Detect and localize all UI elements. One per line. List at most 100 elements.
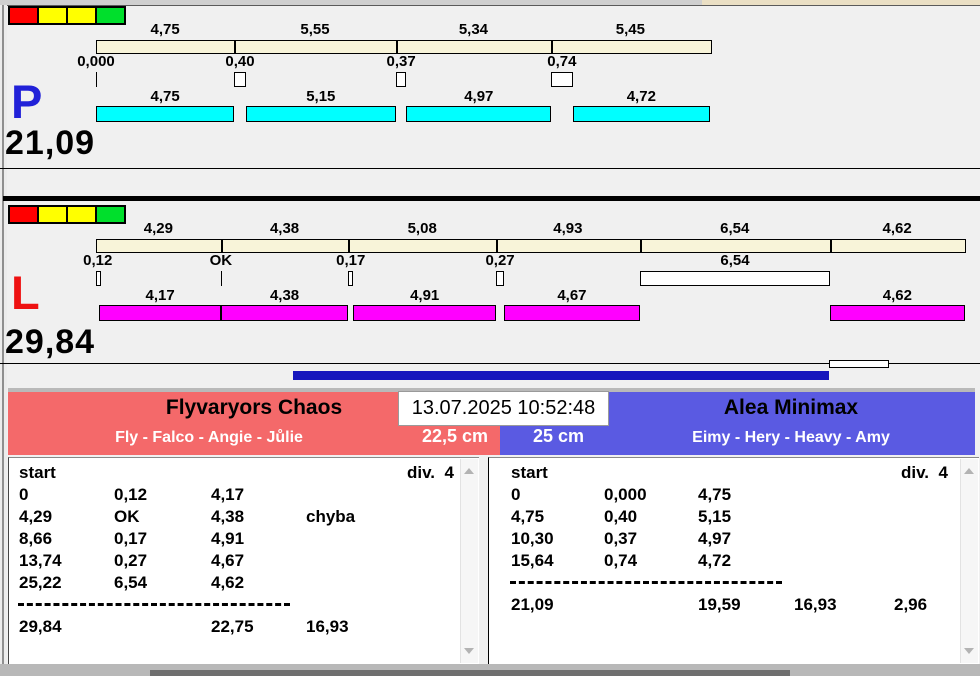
table-cell: 0,12	[114, 485, 148, 504]
total-cell: 2,96	[894, 595, 928, 614]
total-cell: 16,93	[794, 595, 837, 614]
table-row: 4,29 OK 4,38 chyba	[9, 506, 479, 528]
team-dogs-list: Eimy - Hery - Heavy - Amy	[692, 429, 890, 446]
table-cell: 10,30	[511, 529, 554, 548]
table-cell: 4,67	[211, 551, 245, 570]
window-left-edge	[0, 5, 7, 676]
table-cell: 25,22	[19, 573, 62, 592]
segment-time-label: 5,45	[615, 21, 645, 38]
start-light	[95, 205, 126, 224]
dog-run-bar	[220, 305, 349, 321]
totals-separator	[9, 594, 479, 616]
checkpoint-time-label: 0,40	[225, 53, 255, 70]
results-table-left[interactable]: start div. 4 0 0,12 4,17 4,29 OK 4,38 chyba 8,66 0…	[8, 457, 479, 664]
start-lights	[8, 6, 126, 25]
run-time-label: 4,97	[464, 88, 494, 105]
window-top-edge	[0, 0, 980, 6]
checkpoint-time-label: 0,37	[386, 53, 416, 70]
table-cell: 4,72	[698, 551, 732, 570]
start-light	[66, 205, 97, 224]
window-bottom-bar-segment	[150, 670, 790, 676]
table-row: 8,66 0,17 4,91	[9, 528, 479, 550]
table-cell: 8,66	[19, 529, 53, 548]
dashed-line	[510, 581, 782, 584]
team-name: Alea Minimax	[723, 396, 859, 419]
dog-run-bar	[830, 305, 965, 321]
team-name: Flyvaryors Chaos	[165, 396, 343, 419]
table-scrollbar[interactable]	[960, 459, 978, 663]
scroll-up-icon[interactable]	[964, 468, 974, 474]
changeover-box	[496, 271, 504, 286]
checkpoint-tick	[220, 271, 222, 286]
scroll-down-icon[interactable]	[464, 648, 474, 654]
scroll-down-icon[interactable]	[964, 648, 974, 654]
team-area-top-strip	[8, 388, 975, 392]
start-light	[37, 6, 68, 25]
run-time-label: 4,91	[410, 287, 440, 304]
dashed-line	[18, 603, 290, 606]
table-cell: OK	[114, 507, 140, 526]
window-bottom-bar	[0, 664, 980, 676]
totals-row: 21,09 19,59 16,93 2,96	[489, 594, 979, 616]
segment-track-bar	[96, 40, 712, 54]
datetime-display: 13.07.2025 10:52:48	[398, 391, 609, 426]
table-cell: 5,15	[698, 507, 732, 526]
lane-panel-right-track: P 21,09 4,75 5,55 5,34 5,45 0,000 4,75 0,40 5,1…	[0, 4, 980, 169]
checkpoint-time-label: 6,54	[720, 252, 750, 269]
total-cell: 29,84	[19, 617, 62, 636]
checkpoint-time-label: 0,27	[485, 252, 515, 269]
lane-total-time: 21,09	[5, 124, 96, 162]
total-cell: 21,09	[511, 595, 554, 614]
lane-panel-left-track: L 29,84 4,29 4,38 5,08 4,93 6,54 4,62 0,12 4,17…	[0, 203, 980, 364]
table-cell: 0	[19, 485, 29, 504]
start-label: start	[19, 463, 56, 482]
segment-divider-tick	[395, 41, 398, 53]
results-table-body: start div. 4 0 0,12 4,17 4,29 OK 4,38 chyba 8,66 0…	[9, 462, 479, 638]
total-cell: 22,75	[211, 617, 254, 636]
segment-divider-tick	[496, 240, 499, 252]
table-row: 15,64 0,74 4,72	[489, 550, 979, 572]
start-light	[8, 6, 39, 25]
changeover-box	[348, 271, 354, 286]
dog-run-bar	[245, 106, 396, 122]
dog-run-bar	[406, 106, 552, 122]
window-top-edge-accent	[702, 0, 980, 5]
segment-track-bar	[96, 239, 967, 253]
table-row: 13,74 0,27 4,67	[9, 550, 479, 572]
segment-time-label: 5,55	[300, 21, 330, 38]
segment-time-label: 4,75	[150, 21, 180, 38]
table-row: 25,22 6,54 4,62	[9, 572, 479, 594]
table-cell: 4,38	[211, 507, 245, 526]
run-time-label: 4,67	[557, 287, 587, 304]
dog-run-bar	[99, 305, 221, 321]
table-cell: 4,29	[19, 507, 53, 526]
totals-row: 29,84 22,75 16,93	[9, 616, 479, 638]
checkpoint-time-label: 0,12	[83, 252, 113, 269]
table-cell: 0,74	[604, 551, 638, 570]
lane-divider-line	[3, 196, 980, 201]
table-cell: 4,62	[211, 573, 245, 592]
results-table-right[interactable]: start div. 4 0 0,000 4,75 4,75 0,40 5,15 10,30 0,…	[488, 457, 979, 664]
table-row: 10,30 0,37 4,97	[489, 528, 979, 550]
scroll-up-icon[interactable]	[464, 468, 474, 474]
table-cell: 6,54	[114, 573, 148, 592]
segment-time-label: 4,38	[269, 220, 300, 237]
checkpoint-time-label: 0,17	[336, 252, 366, 269]
run-time-label: 5,15	[306, 88, 336, 105]
lane-total-time: 29,84	[5, 323, 96, 361]
total-cell: 16,93	[306, 617, 349, 636]
team-jump-height: 25 cm	[532, 426, 585, 446]
mini-progress-box	[829, 360, 889, 368]
table-cell: chyba	[306, 507, 356, 526]
total-cell: 19,59	[698, 595, 741, 614]
changeover-box	[551, 72, 573, 87]
table-cell: 4,91	[211, 529, 245, 548]
table-scrollbar[interactable]	[460, 459, 478, 663]
checkpoint-time-label: 0,000	[77, 53, 115, 70]
elapsed-progress-bar	[293, 371, 829, 380]
division-label: div. 4	[901, 463, 948, 482]
segment-time-label: 5,34	[458, 21, 489, 38]
table-row: 0 0,000 4,75	[489, 484, 979, 506]
run-time-label: 4,17	[145, 287, 175, 304]
